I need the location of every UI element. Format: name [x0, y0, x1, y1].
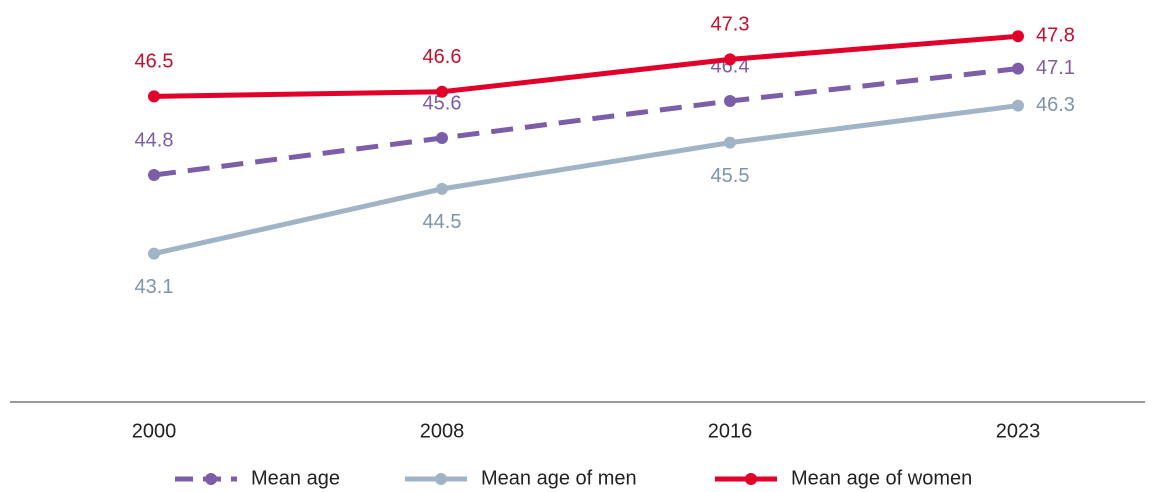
data-point	[724, 95, 736, 107]
data-label: 47.1	[1036, 57, 1075, 79]
data-label: 45.6	[423, 92, 462, 114]
data-point	[148, 247, 160, 260]
data-label: 44.5	[423, 211, 462, 233]
legend-marker	[745, 473, 757, 485]
data-label: 47.3	[711, 14, 750, 36]
data-point	[724, 53, 736, 66]
data-label: 46.5	[135, 51, 174, 73]
data-label: 47.8	[1036, 25, 1075, 47]
data-label: 46.6	[423, 46, 462, 68]
data-point	[724, 136, 736, 149]
x-tick-label: 2016	[708, 420, 753, 442]
series-line	[153, 66, 1019, 178]
legend-label: Mean age of women	[791, 467, 972, 489]
legend-label: Mean age	[251, 467, 340, 489]
data-label: 44.8	[135, 129, 174, 151]
data-point	[1012, 99, 1024, 112]
legend-marker	[435, 473, 447, 485]
legend-marker	[205, 473, 217, 485]
x-tick-label: 2008	[420, 420, 465, 442]
data-label: 45.5	[711, 165, 750, 187]
series-line	[153, 103, 1019, 257]
x-tick-label: 2023	[996, 420, 1041, 442]
x-tick-label: 2000	[132, 420, 177, 442]
data-point	[148, 169, 160, 181]
data-point	[148, 90, 160, 103]
series-line	[153, 33, 1019, 99]
data-label: 43.1	[135, 276, 174, 298]
legend-label: Mean age of men	[481, 467, 637, 489]
data-point	[436, 132, 448, 144]
data-label: 46.3	[1036, 94, 1075, 116]
data-point	[1012, 30, 1024, 43]
data-point	[436, 85, 448, 98]
data-point	[436, 182, 448, 195]
data-point	[1012, 62, 1024, 75]
